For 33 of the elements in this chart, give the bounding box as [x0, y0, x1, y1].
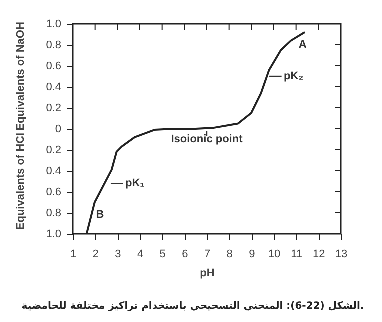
x-tick-label: 10 — [268, 248, 281, 260]
x-tick-label: 4 — [137, 248, 144, 260]
x-tick-label: 7 — [204, 248, 211, 260]
annotation: Isoionic point — [171, 134, 244, 146]
y-tick-label: 0.6 — [46, 186, 62, 198]
x-tick-label: 12 — [313, 248, 326, 260]
y-tick-label: 1.0 — [46, 18, 62, 30]
x-tick-label: 2 — [92, 248, 99, 260]
y-tick-label: 1.0 — [46, 228, 62, 240]
y-tick-label: 0.2 — [46, 144, 62, 156]
y-tick-label: 0 — [55, 124, 62, 136]
y-tick-label: 0.8 — [46, 208, 62, 220]
annotation: pK₂ — [284, 70, 304, 82]
x-tick-label: 8 — [226, 248, 233, 260]
y-tick-label: 0.6 — [46, 60, 62, 72]
annotation: pK₁ — [125, 178, 146, 190]
x-tick-label: 6 — [182, 248, 188, 260]
y-axis-title: Equivalents of NaOH — [15, 22, 27, 131]
x-tick-label: 9 — [249, 248, 256, 260]
text: الشكل (22-6): المنحني التسحيحي باستخدام تراكيز مختلفة للحامضية. — [22, 301, 364, 312]
annotation: B — [96, 209, 104, 222]
x-tick-label: 5 — [160, 248, 166, 260]
x-tick-label: 1 — [70, 248, 77, 260]
x-tick-label: 11 — [291, 248, 303, 260]
y-tick-label: 0.2 — [46, 102, 62, 114]
y-tick-label: 0.8 — [46, 40, 62, 52]
x-tick-label: 13 — [335, 248, 348, 260]
x-tick-label: 3 — [115, 248, 122, 260]
text: Equivalents of HCl — [15, 132, 27, 230]
y-tick-label: 0.4 — [46, 166, 62, 178]
annotation: A — [298, 39, 307, 51]
y-tick-label: 0.4 — [46, 82, 62, 94]
x-axis-title: pH — [200, 268, 215, 280]
